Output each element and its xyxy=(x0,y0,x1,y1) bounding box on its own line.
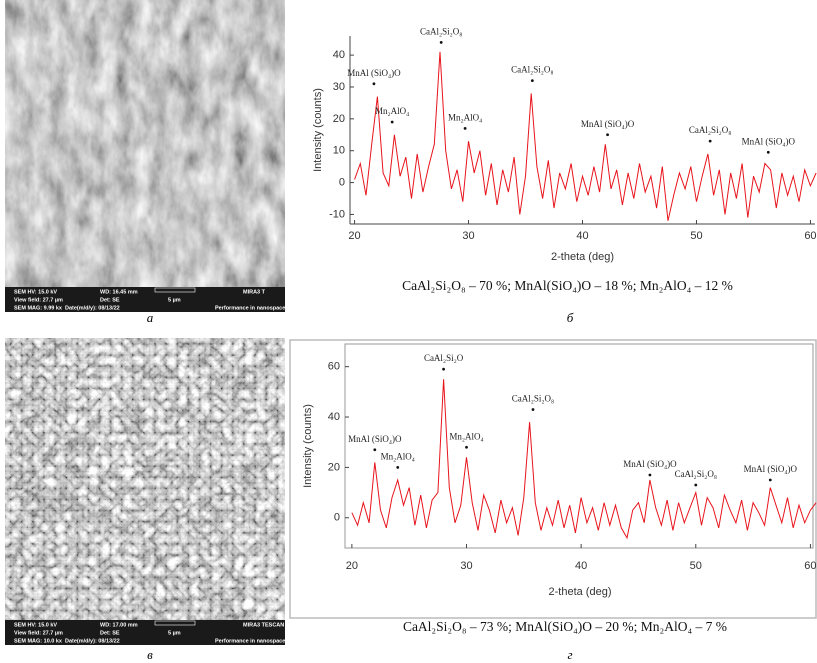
peak-label: CaAl₂Si₂O xyxy=(424,353,464,363)
sem-info: SEM HV: 15.0 kV xyxy=(14,289,57,295)
peak-label: MnAl (SiO₄)O xyxy=(347,68,401,78)
x-tick-label: 20 xyxy=(346,560,358,572)
x-tick-label: 30 xyxy=(460,560,472,572)
peak-marker xyxy=(709,140,712,143)
caption: CaAl₂Si₂O₈ – 70 %; MnAl(SiO₄)O – 18 %; M… xyxy=(402,278,733,293)
panel-label: а xyxy=(147,310,154,325)
peak-marker xyxy=(767,151,770,154)
peak-marker xyxy=(531,79,534,82)
sem-info: Performance in nanospace xyxy=(215,305,285,311)
peak-marker xyxy=(465,446,468,449)
peak-label: MnAl (SiO₄)O xyxy=(744,464,798,474)
y-tick-label: 40 xyxy=(333,49,345,61)
peak-label: CaAl₂Si₂O₈ xyxy=(689,125,731,135)
peak-label: CaAl₂Si₂O₈ xyxy=(675,469,717,479)
x-tick-label: 50 xyxy=(690,560,702,572)
x-tick-label: 20 xyxy=(348,230,360,242)
peak-label: MnAl (SiO₄)O xyxy=(348,434,402,444)
sem-info: SEM MAG: 9.99 kx xyxy=(14,305,63,311)
panel-label: в xyxy=(147,647,153,662)
x-tick-label: 60 xyxy=(804,230,816,242)
y-tick-label: 20 xyxy=(333,113,345,125)
peak-label: Mn₂AlO₄ xyxy=(448,112,482,122)
sem-info: Performance in nanospace xyxy=(215,638,285,644)
x-tick-label: 60 xyxy=(804,560,816,572)
peak-label: CaAl₂Si₂O₈ xyxy=(512,394,554,404)
x-axis-label: 2-theta (deg) xyxy=(549,586,612,598)
x-tick-label: 40 xyxy=(576,230,588,242)
peak-label: Mn₂AlO₄ xyxy=(449,431,483,441)
peak-marker xyxy=(649,474,652,477)
peak-marker xyxy=(373,448,376,451)
peak-label: CaAl₂Si₂O₈ xyxy=(420,26,462,36)
x-tick-label: 30 xyxy=(462,230,474,242)
peak-label: Mn₂AlO₄ xyxy=(375,106,409,116)
y-tick-label: 30 xyxy=(333,81,345,93)
peak-marker xyxy=(769,479,772,482)
y-axis-label: Intensity (counts) xyxy=(312,88,324,172)
sem-info: 5 µm xyxy=(168,297,181,303)
sem-image xyxy=(5,0,285,287)
peak-label: MnAl (SiO₄)O xyxy=(742,136,796,146)
y-tick-label: 0 xyxy=(339,176,345,188)
peak-marker xyxy=(440,41,443,44)
x-tick-label: 40 xyxy=(575,560,587,572)
sem-info: Date(m/d/y): 08/13/22 xyxy=(65,305,120,311)
x-axis-label: 2-theta (deg) xyxy=(551,251,614,263)
sem-info: 5 µm xyxy=(168,630,181,636)
sem-info: SEM MAG: 10.0 kx xyxy=(14,638,63,644)
y-tick-label: 10 xyxy=(333,145,345,157)
peak-marker xyxy=(694,484,697,487)
sem-info: MIRA3 T xyxy=(243,289,266,295)
peak-marker xyxy=(532,408,535,411)
peak-label: CaAl₂Si₂O₈ xyxy=(511,65,553,75)
peak-marker xyxy=(464,127,467,130)
peak-marker xyxy=(373,82,376,85)
sem-info: View field: 27.7 µm xyxy=(14,297,63,303)
sem-info: View field: 27.7 µm xyxy=(14,630,63,636)
y-tick-label: -10 xyxy=(329,208,345,220)
panel-label: б xyxy=(567,310,574,325)
y-tick-label: 20 xyxy=(328,461,340,473)
peak-marker xyxy=(606,133,609,136)
y-axis-label: Intensity (counts) xyxy=(302,404,314,488)
sem-info: MIRA3 TESCAN xyxy=(243,622,284,628)
sem-info: Date(m/d/y): 08/13/22 xyxy=(65,638,120,644)
caption: CaAl₂Si₂O₈ – 73 %; MnAl(SiO₄)O – 20 %; M… xyxy=(403,619,727,634)
peak-label: Mn₂AlO₄ xyxy=(381,451,415,461)
peak-marker xyxy=(396,466,399,469)
peak-label: MnAl (SiO₄)O xyxy=(623,459,677,469)
y-tick-label: 60 xyxy=(328,361,340,373)
sem-info: Det: SE xyxy=(100,630,120,636)
sem-info: WD: 17.00 mm xyxy=(100,622,138,628)
panel-label: г xyxy=(567,647,572,662)
figure: SEM HV: 15.0 kV WD: 16.45 mm MIRA3 T View f… xyxy=(0,0,817,663)
sem-info: SEM HV: 15.0 kV xyxy=(14,622,57,628)
peak-marker xyxy=(391,121,394,124)
peak-marker xyxy=(442,368,445,371)
sem-image xyxy=(5,338,285,620)
sem-info: WD: 16.45 mm xyxy=(100,289,138,295)
y-tick-label: 0 xyxy=(334,512,340,524)
peak-label: MnAl (SiO₄)O xyxy=(581,119,635,129)
chart-frame xyxy=(290,340,816,618)
sem-info: Det: SE xyxy=(100,297,120,303)
y-tick-label: 40 xyxy=(328,411,340,423)
x-tick-label: 50 xyxy=(690,230,702,242)
